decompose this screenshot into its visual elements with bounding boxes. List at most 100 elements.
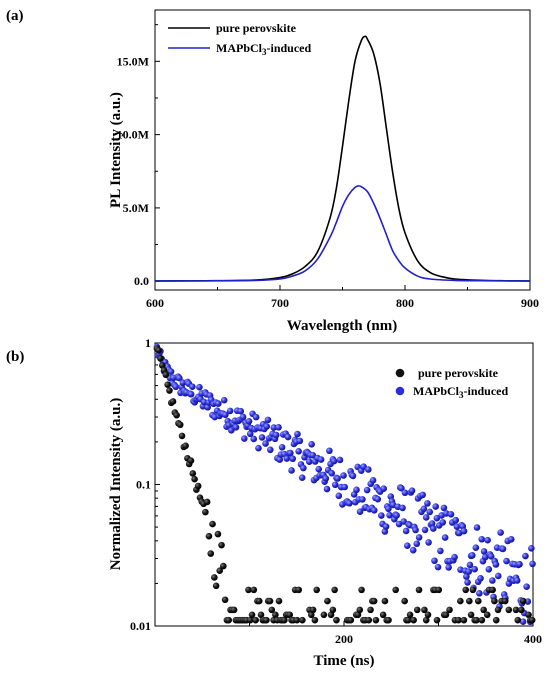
scatter-point-mapbcl3-induced (471, 565, 478, 573)
scatter-point-pure-perovskite (246, 616, 254, 624)
panel-a: (a) 600 700 800 900 0.0 5.0M 10.0M 15.0M Wavele… (6, 8, 539, 334)
panel-a-label: (a) (6, 8, 24, 24)
scatter-point-mapbcl3-induced (378, 512, 385, 519)
scatter-point-mapbcl3-induced (200, 398, 208, 406)
scatter-point-pure-perovskite (492, 616, 500, 624)
scatter-point-mapbcl3-induced (480, 548, 488, 555)
scatter-point-mapbcl3-induced (363, 486, 371, 494)
scatter-point-mapbcl3-induced (232, 423, 240, 431)
scatter-point-mapbcl3-induced (328, 469, 336, 477)
scatter-point-mapbcl3-induced (245, 417, 253, 425)
scatter-point-mapbcl3-induced (275, 424, 282, 431)
scatter-point-mapbcl3-induced (288, 467, 295, 474)
scatter-point-pure-perovskite (462, 586, 470, 594)
scatter-point-mapbcl3-induced (408, 487, 416, 494)
scatter-point-mapbcl3-induced (167, 368, 175, 375)
scatter-point-mapbcl3-induced (430, 525, 437, 532)
scatter-point-mapbcl3-induced (380, 485, 387, 492)
scatter-point-mapbcl3-induced (287, 449, 294, 457)
scatter-point-mapbcl3-induced (431, 557, 438, 565)
scatter-point-mapbcl3-induced (323, 485, 331, 493)
scatter-point-mapbcl3-induced (266, 446, 274, 454)
scatter-point-mapbcl3-induced (340, 472, 347, 479)
scatter-point-mapbcl3-induced (264, 416, 272, 424)
panel-a-xtick-label: 800 (396, 296, 414, 310)
scatter-point-mapbcl3-induced (172, 383, 180, 391)
scatter-point-pure-perovskite (268, 606, 276, 614)
legend-a-label-pure: pure perovskite (216, 21, 297, 35)
scatter-point-mapbcl3-induced (463, 573, 470, 580)
scatter-point-mapbcl3-induced (485, 566, 493, 573)
scatter-point-pure-perovskite (212, 582, 220, 590)
scatter-point-pure-perovskite (466, 597, 473, 605)
scatter-point-pure-perovskite (401, 597, 408, 605)
scatter-point-mapbcl3-induced (503, 557, 510, 565)
panel-b-ytick-label: 0.1 (136, 478, 151, 492)
scatter-point-mapbcl3-induced (484, 536, 491, 544)
scatter-point-pure-perovskite (421, 606, 428, 614)
scatter-point-mapbcl3-induced (472, 544, 480, 552)
scatter-point-mapbcl3-induced (250, 435, 258, 443)
scatter-point-pure-perovskite (293, 616, 301, 624)
scatter-point-mapbcl3-induced (349, 472, 357, 480)
scatter-point-mapbcl3-induced (432, 503, 439, 510)
scatter-point-pure-perovskite (367, 606, 374, 614)
panel-a-ytick-label: 15.0M (117, 54, 149, 68)
scatter-point-mapbcl3-induced (464, 579, 471, 586)
scatter-point-mapbcl3-induced (262, 440, 269, 447)
scatter-point-mapbcl3-induced (434, 563, 442, 571)
scatter-point-mapbcl3-induced (468, 552, 476, 559)
scatter-point-pure-perovskite (381, 597, 389, 605)
scatter-point-pure-perovskite (189, 470, 197, 477)
scatter-point-mapbcl3-induced (452, 516, 460, 524)
legend-b-label-pure: pure perovskite (418, 366, 499, 380)
scatter-point-mapbcl3-induced (331, 481, 339, 489)
scatter-point-mapbcl3-induced (440, 504, 448, 512)
panel-b-xtick-label: 400 (524, 632, 542, 646)
scatter-point-mapbcl3-induced (437, 547, 444, 555)
scatter-point-mapbcl3-induced (330, 457, 338, 465)
scatter-point-mapbcl3-induced (445, 564, 452, 571)
scatter-point-pure-perovskite (356, 606, 364, 614)
legend-a-label-mapbcl3: MAPbCl3-induced (216, 41, 312, 57)
scatter-point-pure-perovskite (404, 616, 412, 624)
scatter-point-pure-perovskite (410, 616, 417, 624)
scatter-point-pure-perovskite (225, 616, 233, 624)
scatter-point-mapbcl3-induced (412, 526, 419, 534)
panel-b-series (153, 343, 536, 626)
scatter-point-mapbcl3-induced (447, 511, 455, 518)
scatter-point-mapbcl3-induced (426, 508, 434, 516)
panel-b-label: (b) (6, 349, 24, 365)
scatter-point-pure-perovskite (512, 606, 520, 614)
scatter-point-mapbcl3-induced (222, 411, 229, 419)
scatter-point-mapbcl3-induced (413, 540, 421, 548)
scatter-point-pure-perovskite (483, 611, 491, 619)
panel-a-ytick-label: 10.0M (117, 128, 149, 142)
panel-b-xtick-label: 200 (335, 632, 353, 646)
scatter-point-mapbcl3-induced (226, 407, 234, 415)
scatter-point-mapbcl3-induced (215, 400, 222, 407)
scatter-point-mapbcl3-induced (385, 505, 392, 513)
scatter-point-pure-perovskite (457, 597, 464, 605)
scatter-point-pure-perovskite (525, 611, 532, 619)
scatter-point-pure-perovskite (313, 586, 320, 594)
scatter-point-mapbcl3-induced (386, 511, 393, 519)
scatter-point-mapbcl3-induced (334, 475, 341, 482)
scatter-point-pure-perovskite (473, 616, 480, 624)
scatter-point-pure-perovskite (164, 381, 171, 388)
series-line-mapbcl3-induced (154, 185, 531, 282)
scatter-point-mapbcl3-induced (519, 618, 527, 625)
scatter-point-mapbcl3-induced (473, 524, 481, 531)
scatter-point-mapbcl3-induced (419, 491, 426, 499)
scatter-point-pure-perovskite (202, 508, 209, 516)
panel-a-xtick-label: 600 (146, 296, 164, 310)
scatter-point-mapbcl3-induced (176, 374, 183, 382)
scatter-point-pure-perovskite (469, 586, 477, 594)
scatter-point-mapbcl3-induced (255, 444, 262, 452)
scatter-point-mapbcl3-induced (466, 561, 474, 569)
scatter-point-mapbcl3-induced (499, 545, 507, 553)
scatter-point-mapbcl3-induced (300, 464, 307, 472)
legend-b-marker-pure (395, 368, 405, 378)
scatter-point-mapbcl3-induced (296, 437, 304, 445)
scatter-point-mapbcl3-induced (516, 560, 523, 568)
